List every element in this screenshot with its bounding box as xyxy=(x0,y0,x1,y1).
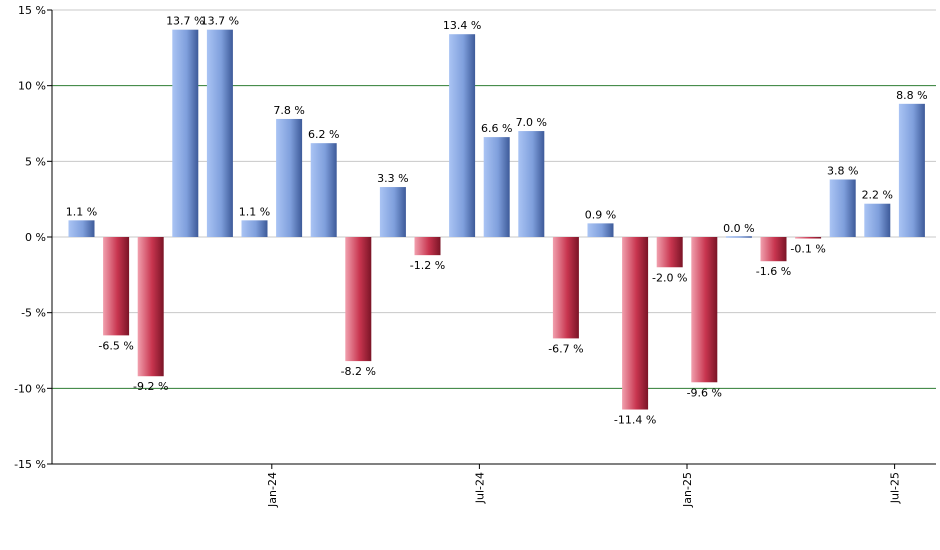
bar xyxy=(518,131,545,237)
bar xyxy=(622,237,649,410)
data-label: -11.4 % xyxy=(614,414,656,427)
bar xyxy=(760,237,787,262)
data-label: -6.5 % xyxy=(98,339,133,352)
data-label: 6.2 % xyxy=(308,128,339,141)
data-label: 2.2 % xyxy=(862,189,893,202)
bar xyxy=(276,118,303,237)
bar xyxy=(379,187,406,237)
data-label: 13.4 % xyxy=(443,19,481,32)
data-label: -9.6 % xyxy=(687,386,722,399)
y-tick-label: -5 % xyxy=(21,307,46,320)
data-label: 0.0 % xyxy=(723,222,754,235)
bar xyxy=(68,220,95,237)
data-label: -1.2 % xyxy=(410,259,445,272)
x-tick-label: Jul-25 xyxy=(889,472,902,504)
y-tick-label: -10 % xyxy=(14,382,46,395)
bar xyxy=(103,237,130,336)
bar xyxy=(656,237,683,268)
bar xyxy=(795,237,822,239)
data-label: 6.6 % xyxy=(481,122,512,135)
bar xyxy=(829,179,856,237)
bar xyxy=(172,29,199,237)
y-tick-label: 15 % xyxy=(18,4,46,17)
bar xyxy=(137,237,164,377)
bar xyxy=(552,237,579,339)
data-label: -9.2 % xyxy=(133,380,168,393)
data-label: 0.9 % xyxy=(585,208,616,221)
data-label: 8.8 % xyxy=(896,89,927,102)
x-tick-label: Jan-24 xyxy=(266,472,279,508)
data-label: 13.7 % xyxy=(201,15,239,28)
data-label: -1.6 % xyxy=(756,265,791,278)
bar xyxy=(310,143,337,237)
bar xyxy=(483,137,510,237)
data-label: -6.7 % xyxy=(548,342,583,355)
y-tick-label: -15 % xyxy=(14,458,46,471)
bar xyxy=(587,223,614,237)
y-tick-label: 0 % xyxy=(25,231,46,244)
x-tick-label: Jan-25 xyxy=(681,472,694,508)
bar xyxy=(449,34,476,237)
bar xyxy=(725,236,752,238)
bar xyxy=(241,220,268,237)
data-labels: 1.1 % -6.5 % -9.2 % 13.7 %13.7 % 1.1 % 7.8 % 6… xyxy=(66,15,928,427)
bar xyxy=(691,237,718,383)
data-label: -8.2 % xyxy=(341,365,376,378)
data-label: 7.0 % xyxy=(516,116,547,129)
bar xyxy=(345,237,372,362)
data-label: 13.7 % xyxy=(166,15,204,28)
data-label: -0.1 % xyxy=(790,243,825,256)
bar xyxy=(864,203,891,237)
bar xyxy=(206,29,233,237)
data-label: -2.0 % xyxy=(652,271,687,284)
data-label: 3.8 % xyxy=(827,164,858,177)
data-label: 3.3 % xyxy=(377,172,408,185)
data-label: 7.8 % xyxy=(273,104,304,117)
bars xyxy=(68,29,925,410)
data-label: 1.1 % xyxy=(239,205,270,218)
bar xyxy=(898,103,925,238)
data-label: 1.1 % xyxy=(66,205,97,218)
y-tick-label: 10 % xyxy=(18,80,46,93)
y-tick-label: 5 % xyxy=(25,155,46,168)
x-tick-label: Jul-24 xyxy=(473,472,486,504)
axes: 15 % 10 % 5 % 0 % -5 % -10 % -15 % Jan-24 Jul-24… xyxy=(14,4,936,508)
bar xyxy=(414,237,441,256)
